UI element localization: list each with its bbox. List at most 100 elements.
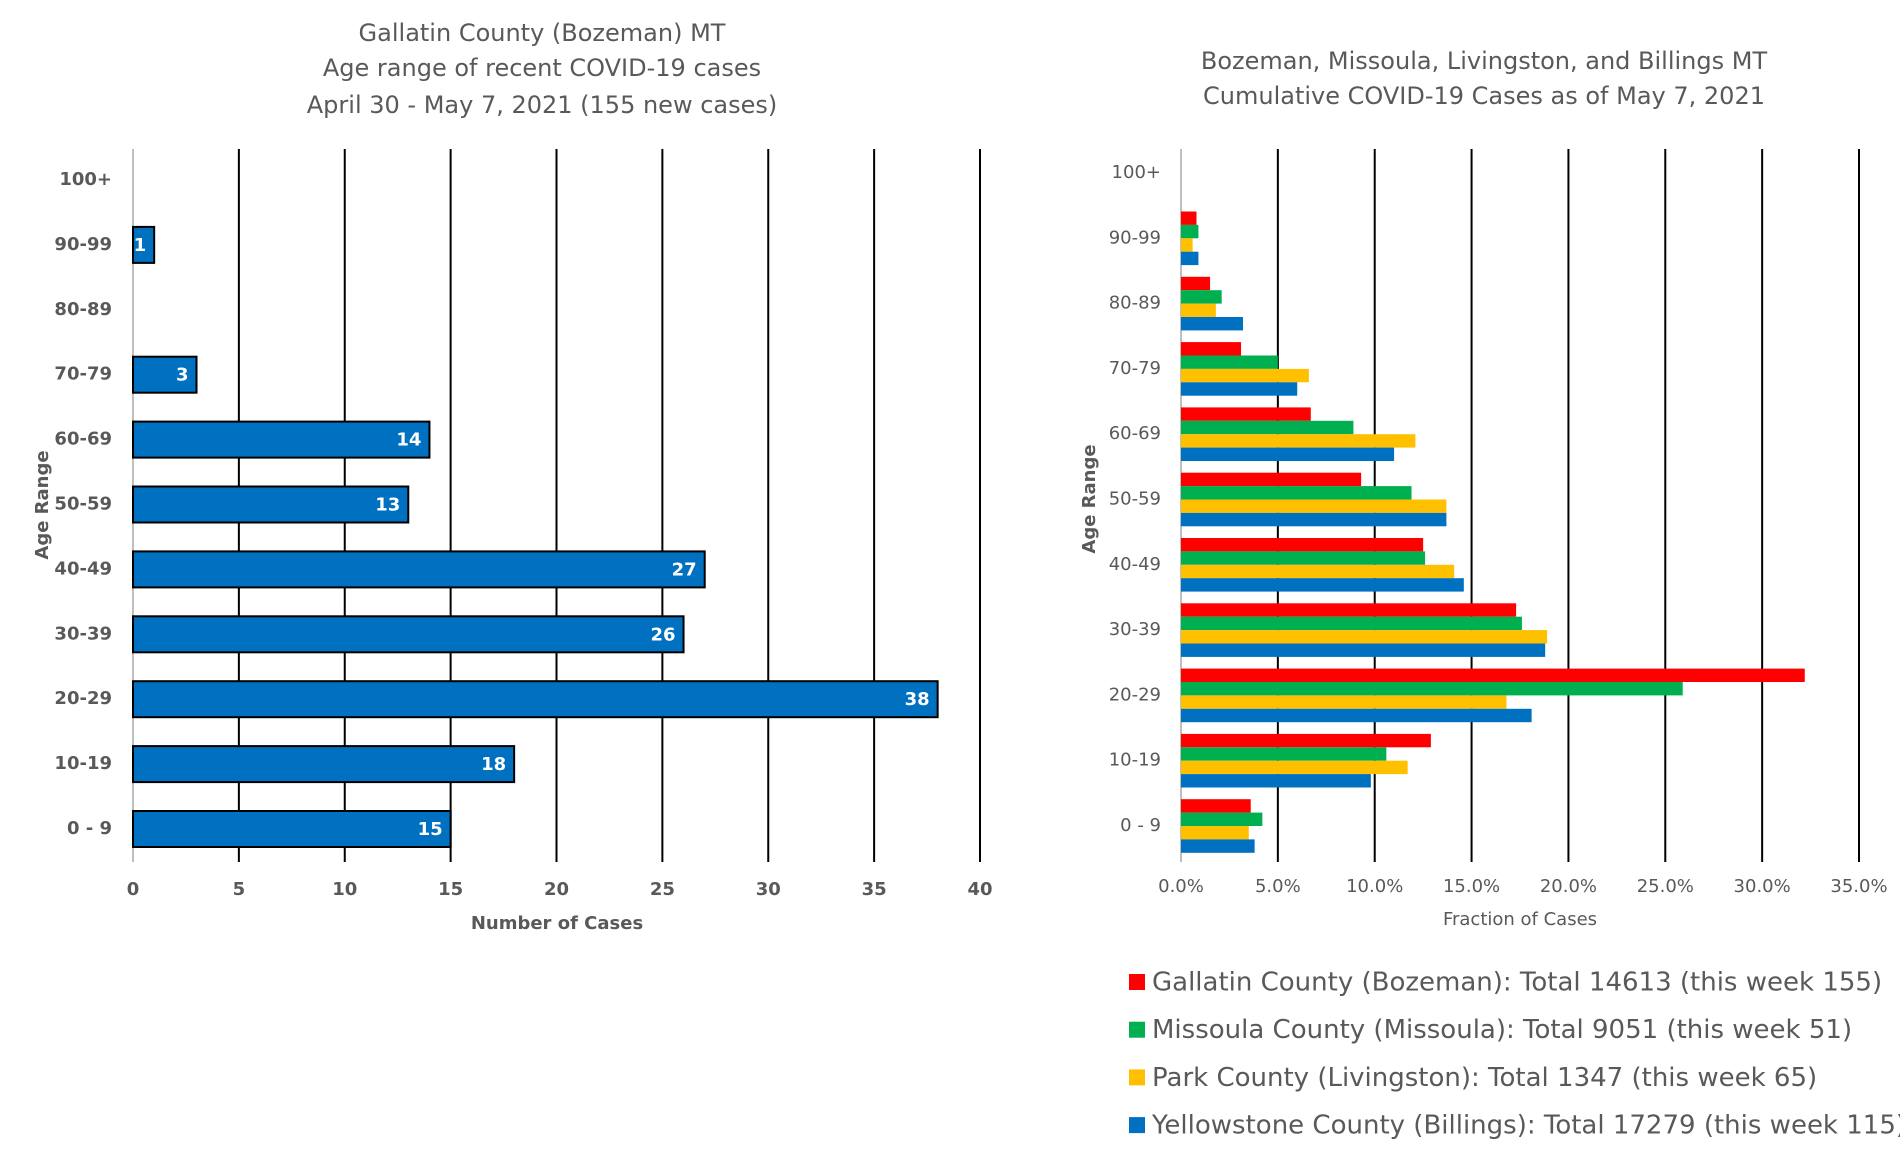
bar (1181, 564, 1455, 579)
y-tick-label: 40-49 (1109, 554, 1161, 575)
x-tick-label: 30 (756, 879, 781, 900)
x-tick-label: 25.0% (1637, 876, 1694, 897)
bar (1181, 826, 1249, 840)
bar (1181, 682, 1683, 696)
bar (1181, 342, 1242, 356)
y-tick-label: 100+ (1112, 162, 1161, 183)
bar (132, 420, 431, 459)
x-tick-label: 20 (544, 879, 569, 900)
chart-title: Bozeman, Missoula, Livingston, and Billi… (1201, 47, 1768, 75)
y-tick-label: 40-49 (54, 558, 112, 579)
bar (1181, 695, 1507, 709)
bar (132, 485, 410, 524)
legend-label: Gallatin County (Bozeman): Total 14613 (… (1152, 968, 1882, 998)
chart-title: Cumulative COVID-19 Cases as of May 7, 2… (1203, 82, 1765, 110)
bar (1181, 276, 1211, 291)
y-tick-label: 60-69 (54, 429, 112, 450)
bar (1181, 290, 1222, 304)
bar (1181, 643, 1546, 657)
data-label: 14 (396, 430, 421, 451)
x-axis-label: Number of Cases (471, 913, 643, 934)
y-axis-label: Age Range (1079, 444, 1100, 553)
bar (1181, 251, 1199, 266)
bar (1181, 512, 1447, 527)
bar (1181, 368, 1309, 383)
y-tick-label: 0 - 9 (67, 818, 112, 839)
x-tick-label: 30.0% (1734, 876, 1791, 897)
bar (1181, 303, 1216, 317)
y-tick-label: 30-39 (1109, 619, 1161, 640)
bar (1181, 812, 1263, 826)
data-label: 18 (481, 754, 506, 775)
bar (1181, 486, 1412, 500)
y-tick-label: 20-29 (1109, 684, 1161, 705)
bar (1181, 708, 1532, 723)
bar (1181, 224, 1199, 239)
y-tick-label: 10-19 (1109, 750, 1161, 771)
bar (1181, 472, 1362, 487)
bar (1181, 578, 1464, 592)
x-tick-label: 25 (650, 879, 675, 900)
bar (132, 810, 452, 848)
bar (1181, 839, 1255, 853)
bar (1181, 747, 1387, 761)
x-tick-label: 5.0% (1255, 876, 1301, 897)
legend-label: Missoula County (Missoula): Total 9051 (… (1152, 1015, 1852, 1045)
bar (1181, 420, 1354, 435)
data-label: 1 (134, 235, 147, 256)
x-tick-label: 20.0% (1540, 876, 1597, 897)
bar (1181, 630, 1548, 644)
y-tick-label: 0 - 9 (1120, 815, 1161, 836)
bar (1181, 317, 1243, 331)
legend-swatch (1129, 1069, 1145, 1086)
bar (1181, 447, 1395, 461)
bar (132, 615, 685, 654)
x-tick-label: 15.0% (1443, 876, 1500, 897)
bar (132, 550, 706, 589)
bar (1181, 774, 1371, 788)
y-tick-label: 30-39 (54, 623, 112, 644)
y-tick-label: 70-79 (1109, 358, 1161, 379)
y-tick-label: 20-29 (54, 688, 112, 709)
data-label: 15 (418, 819, 443, 840)
y-tick-label: 90-99 (54, 234, 112, 255)
x-tick-label: 35 (862, 879, 887, 900)
x-tick-label: 35.0% (1830, 876, 1887, 897)
bar (132, 745, 516, 784)
bar (1181, 551, 1426, 565)
chart-title: April 30 - May 7, 2021 (155 new cases) (307, 91, 778, 119)
legend-swatch (1129, 974, 1145, 990)
data-label: 26 (650, 624, 675, 645)
bar (1181, 238, 1193, 252)
legend-swatch (1129, 1117, 1145, 1134)
bar (132, 355, 198, 394)
x-tick-label: 0.0% (1158, 876, 1204, 897)
bar (1181, 603, 1517, 617)
chart-title: Gallatin County (Bozeman) MT (359, 19, 726, 47)
bar (1181, 211, 1197, 225)
bar (1181, 382, 1298, 396)
legend-label: Park County (Livingston): Total 1347 (th… (1152, 1063, 1817, 1093)
chart-title: Age range of recent COVID-19 cases (323, 54, 761, 82)
bar (1181, 355, 1278, 369)
bar (1181, 407, 1311, 421)
y-tick-label: 80-89 (54, 299, 112, 320)
bar (1181, 538, 1424, 552)
y-tick-label: 50-59 (1109, 489, 1161, 510)
x-axis-label: Fraction of Cases (1443, 909, 1597, 930)
x-tick-label: 0 (127, 879, 140, 900)
data-label: 27 (672, 559, 697, 580)
bar (132, 680, 939, 719)
x-tick-label: 10 (332, 879, 357, 900)
bar (1181, 668, 1805, 682)
bar (1181, 760, 1408, 775)
y-tick-label: 60-69 (1109, 423, 1161, 444)
legend-label: Yellowstone County (Billings): Total 172… (1151, 1111, 1900, 1141)
y-tick-label: 100+ (59, 169, 112, 190)
x-tick-label: 40 (967, 879, 992, 900)
x-tick-label: 5 (233, 879, 246, 900)
bar (132, 225, 156, 264)
y-axis-label: Age Range (32, 450, 53, 559)
data-label: 3 (176, 365, 189, 386)
